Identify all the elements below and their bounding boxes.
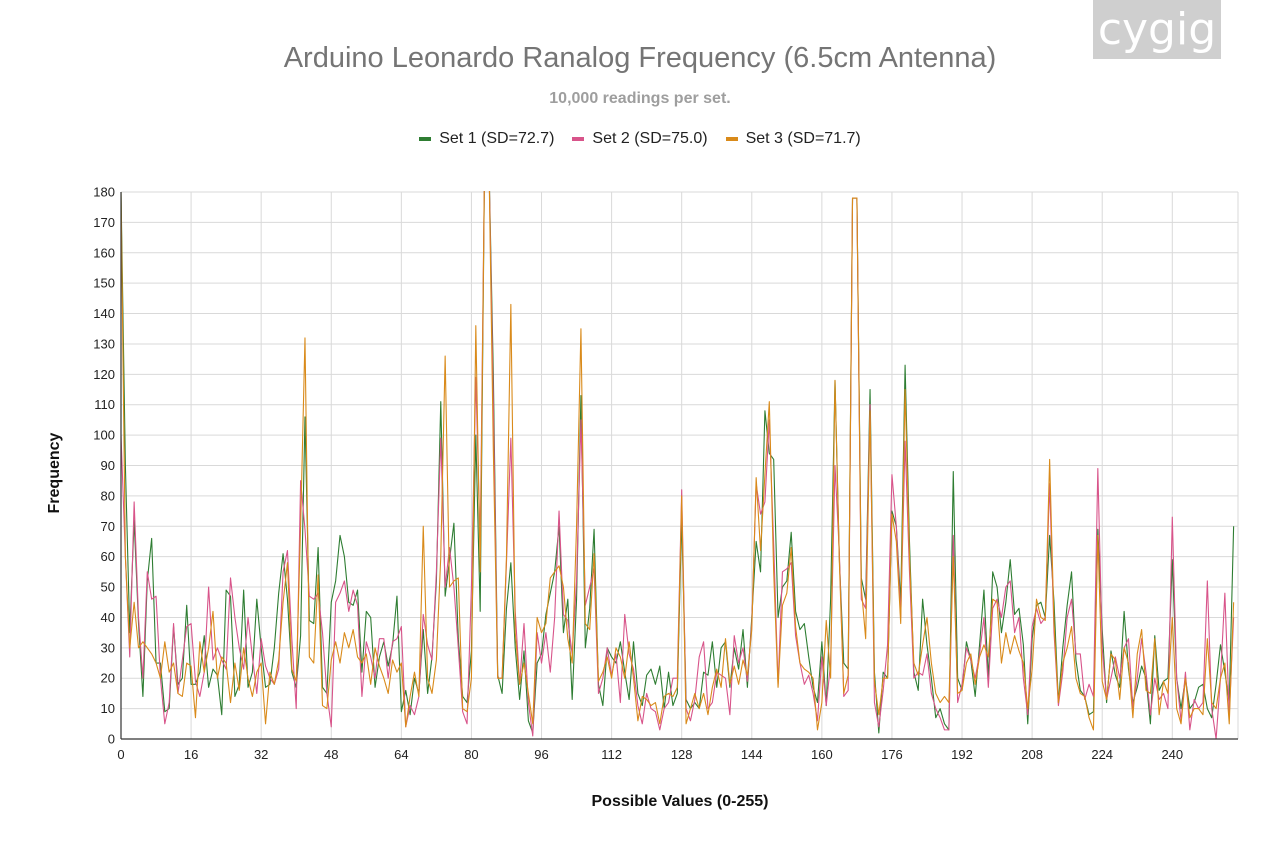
chart-title: Arduino Leonardo Ranalog Frequency (6.5c…: [283, 42, 997, 74]
legend-swatch-set-2: [572, 137, 585, 141]
series-line-set-2[interactable]: [121, 162, 1235, 740]
x-tick-label: 208: [1021, 747, 1043, 762]
x-axis-title: Possible Values (0-255): [592, 793, 769, 810]
x-tick-label: 0: [117, 747, 124, 762]
x-tick-label: 16: [184, 747, 198, 762]
x-tick-label: 160: [811, 747, 833, 762]
x-tick-label: 80: [464, 747, 478, 762]
y-tick-label: 100: [93, 428, 115, 443]
y-axis-title: Frequency: [46, 432, 63, 513]
legend-label-set-3: Set 3 (SD=71.7): [745, 130, 861, 147]
x-tick-label: 64: [394, 747, 408, 762]
y-tick-label: 20: [101, 671, 115, 686]
y-tick-label: 170: [93, 215, 115, 230]
y-tick-label: 60: [101, 549, 115, 564]
x-tick-label: 224: [1091, 747, 1113, 762]
legend-item-set-2[interactable]: Set 2 (SD=75.0): [572, 130, 708, 148]
grid-lines: [120, 191, 1239, 740]
x-tick-label: 96: [534, 747, 548, 762]
x-tick-label: 128: [671, 747, 693, 762]
y-tick-label: 0: [108, 732, 115, 747]
y-tick-label: 140: [93, 306, 115, 321]
y-tick-label: 40: [101, 610, 115, 625]
axes: 0102030405060708090100110120130140150160…: [93, 185, 1238, 762]
y-tick-label: 10: [101, 701, 115, 716]
y-tick-label: 180: [93, 185, 115, 200]
legend-label-set-1: Set 1 (SD=72.7): [439, 130, 555, 147]
legend-item-set-1[interactable]: Set 1 (SD=72.7): [419, 130, 554, 148]
y-tick-label: 80: [101, 488, 115, 503]
legend-swatch-set-3: [725, 137, 738, 141]
cygig-logo-watermark: cygig: [1093, 0, 1221, 59]
x-tick-label: 32: [254, 747, 268, 762]
series-line-set-1[interactable]: [121, 162, 1235, 734]
legend-item-set-3[interactable]: Set 3 (SD=71.7): [725, 130, 861, 148]
x-tick-label: 112: [601, 747, 622, 762]
y-tick-label: 30: [101, 640, 115, 655]
y-tick-label: 160: [93, 245, 115, 260]
y-tick-label: 150: [93, 276, 115, 291]
chart-legend: Set 1 (SD=72.7) Set 2 (SD=75.0) Set 3 (S…: [0, 130, 1280, 148]
legend-label-set-2: Set 2 (SD=75.0): [592, 130, 708, 147]
x-tick-label: 240: [1161, 747, 1183, 762]
y-tick-label: 50: [101, 580, 115, 595]
x-tick-label: 144: [741, 747, 763, 762]
y-tick-label: 70: [101, 519, 115, 534]
chart-subtitle: 10,000 readings per set.: [549, 90, 731, 107]
x-tick-label: 48: [324, 747, 338, 762]
y-tick-label: 130: [93, 336, 115, 351]
y-tick-label: 120: [93, 367, 115, 382]
series-lines: [121, 162, 1235, 740]
x-tick-label: 176: [881, 747, 903, 762]
series-line-set-3[interactable]: [121, 162, 1235, 731]
x-tick-label: 192: [951, 747, 973, 762]
y-tick-label: 90: [101, 458, 115, 473]
y-tick-label: 110: [94, 397, 115, 412]
legend-swatch-set-1: [419, 137, 432, 141]
